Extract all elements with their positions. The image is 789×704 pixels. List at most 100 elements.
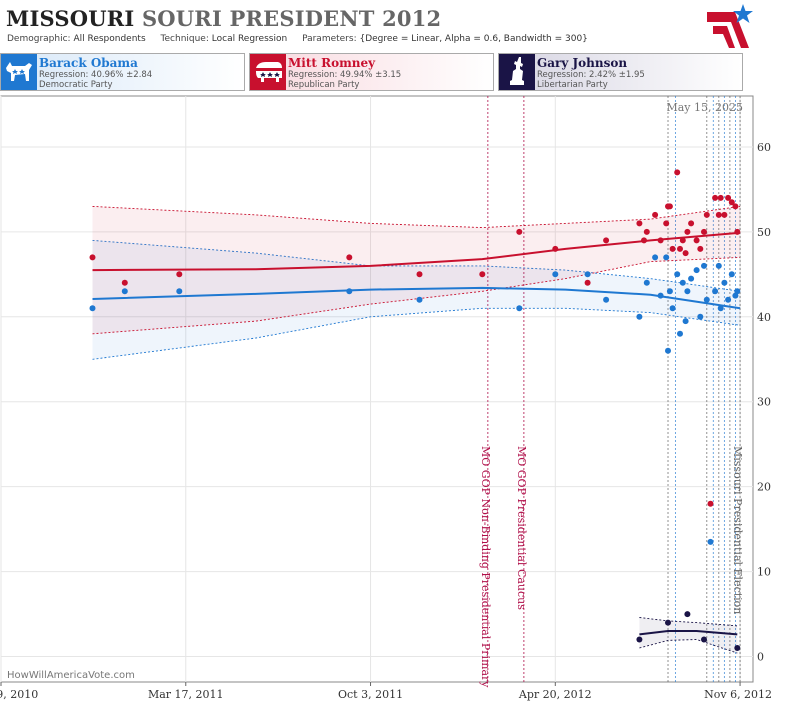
republican-elephant-icon — [250, 54, 286, 90]
poll-point — [416, 271, 423, 278]
poll-point — [677, 330, 683, 337]
poll-point — [715, 211, 722, 218]
poll-point — [89, 254, 96, 261]
y-tick-label: 20 — [757, 481, 771, 494]
poll-point — [643, 279, 650, 286]
poll-point — [684, 228, 691, 235]
trend-line — [92, 231, 741, 272]
poll-point — [666, 288, 673, 295]
poll-point — [176, 288, 183, 295]
confidence-band — [639, 617, 738, 654]
poll-point — [693, 267, 700, 274]
poll-point — [721, 211, 728, 218]
poll-point — [516, 228, 523, 235]
poll-point — [89, 305, 96, 312]
date-stamp: May 15, 2025 — [666, 101, 743, 114]
candidate-legend: Barack Obama Regression: 40.96% ±2.84 De… — [0, 53, 789, 93]
poll-point — [682, 318, 689, 325]
x-tick-label: Nov 6, 2012 — [704, 688, 772, 701]
poll-point — [703, 211, 710, 218]
candidate-party: Democratic Party — [39, 80, 113, 90]
poll-point — [697, 245, 704, 252]
poll-point — [697, 313, 704, 320]
candidate-name: Mitt Romney — [288, 56, 376, 70]
poll-point — [665, 619, 671, 626]
democratic-donkey-icon — [1, 54, 37, 90]
poll-point — [346, 254, 353, 261]
candidate-party: Libertarian Party — [537, 80, 608, 90]
poll-point — [636, 636, 643, 643]
poll-point — [734, 645, 741, 651]
poll-point — [712, 194, 719, 201]
poll-point — [603, 237, 610, 244]
x-tick-label: Oct 3, 2011 — [338, 688, 403, 701]
y-tick-label: 50 — [757, 226, 771, 239]
poll-point — [677, 245, 683, 252]
technique-value: Local Regression — [211, 34, 288, 44]
x-tick-label: Aug 29, 2010 — [0, 688, 38, 701]
poll-point — [707, 500, 714, 507]
candidate-card-johnson: Gary Johnson Regression: 2.42% ±1.95 Lib… — [498, 53, 743, 91]
confidence-upper-line — [639, 617, 738, 627]
poll-point — [703, 296, 710, 303]
poll-point — [679, 279, 686, 286]
poll-point — [701, 262, 707, 269]
y-axis: 0 10 20 30 40 50 60 — [757, 141, 771, 664]
trend-line — [639, 630, 738, 636]
poll-point — [679, 237, 686, 244]
trend-lines — [92, 231, 741, 636]
poll-point — [693, 237, 700, 244]
poll-point — [652, 254, 659, 261]
poll-point — [725, 194, 732, 201]
candidate-party: Republican Party — [288, 80, 360, 90]
poll-point — [728, 199, 735, 206]
poll-point — [684, 288, 691, 295]
poll-point — [121, 279, 128, 286]
confidence-band — [92, 206, 741, 334]
site-logo — [707, 4, 753, 48]
poll-point — [701, 228, 707, 235]
candidate-regression: Regression: 49.94% ±3.15 — [288, 70, 402, 80]
poll-point — [728, 271, 735, 278]
trend-line — [92, 286, 741, 310]
y-tick-label: 60 — [757, 141, 771, 154]
poll-point — [516, 305, 523, 312]
poll-point — [669, 245, 676, 252]
poll-point — [725, 296, 732, 303]
poll-point — [121, 288, 128, 295]
event-label: MO GOP Presidential Caucus — [515, 446, 528, 610]
poll-point — [603, 296, 610, 303]
poll-point — [732, 203, 739, 210]
poll-point — [663, 220, 670, 227]
poll-point — [712, 288, 719, 295]
poll-point — [682, 250, 689, 257]
poll-point — [584, 279, 591, 286]
confidence-lower-line — [92, 307, 741, 360]
y-tick-label: 0 — [757, 651, 764, 664]
poll-point — [636, 313, 643, 320]
poll-points — [89, 169, 741, 651]
poll-point — [176, 271, 183, 278]
confidence-lower-line — [92, 256, 741, 335]
candidate-card-obama: Barack Obama Regression: 40.96% ±2.84 De… — [0, 53, 245, 91]
poll-point — [701, 636, 707, 643]
event-markers: MO GOP Non-Binding Presidential Primary M… — [479, 96, 744, 688]
poll-point — [552, 271, 559, 278]
candidate-card-romney: Mitt Romney Regression: 49.94% ±3.15 Rep… — [249, 53, 494, 91]
candidate-name: Gary Johnson — [537, 56, 628, 70]
poll-point — [669, 305, 676, 312]
y-tick-label: 10 — [757, 566, 771, 579]
x-axis: Aug 29, 2010 Mar 17, 2011 Oct 3, 2011 Apr 2… — [0, 682, 772, 701]
y-tick-label: 30 — [757, 396, 771, 409]
event-label: MO GOP Non-Binding Presidential Primary — [479, 446, 492, 688]
poll-point — [707, 538, 714, 545]
event-label: Missouri Presidential Election — [731, 446, 744, 614]
poll-point — [643, 228, 650, 235]
poll-point — [721, 279, 728, 286]
demographic-value: All Respondents — [73, 34, 146, 44]
poll-point — [665, 347, 671, 354]
x-tick-label: Mar 17, 2011 — [148, 688, 224, 701]
poll-point — [717, 194, 724, 201]
x-tick-label: Apr 20, 2012 — [518, 688, 592, 701]
watermark: HowWillAmericaVote.com — [7, 670, 135, 681]
